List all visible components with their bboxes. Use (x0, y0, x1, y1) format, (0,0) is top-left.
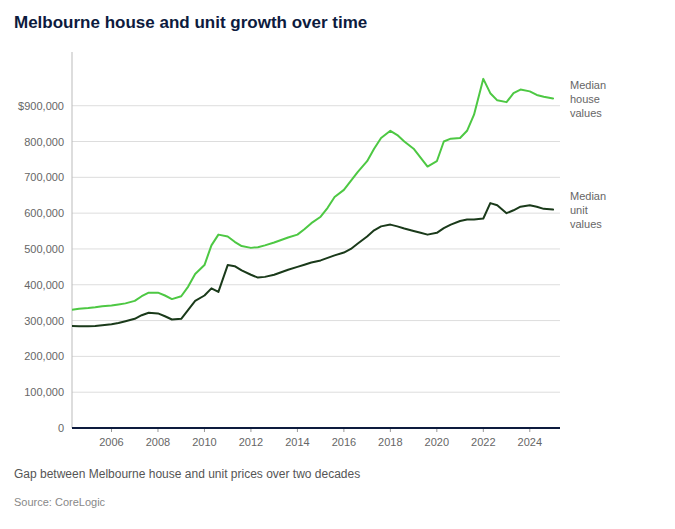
y-tick-label: 700,000 (24, 171, 64, 183)
grid-line (72, 392, 560, 393)
x-tick-label: 2012 (239, 436, 263, 448)
series-label-line: house (570, 93, 600, 105)
y-tick-label: 500,000 (24, 243, 64, 255)
grid-line (72, 428, 560, 429)
series-label-line: Median (570, 79, 606, 91)
series-label: Median house values (570, 79, 606, 119)
y-tick-label: 600,000 (24, 207, 64, 219)
grid-line (72, 248, 560, 249)
source: Source: CoreLogic (14, 496, 106, 508)
y-tick-label: 400,000 (24, 279, 64, 291)
x-axis-line (72, 427, 560, 429)
x-tick-label: 2018 (378, 436, 402, 448)
series-label-line: unit (570, 204, 588, 216)
x-tick-label: 2010 (192, 436, 216, 448)
series-label-line: values (570, 107, 602, 119)
y-axis-line (72, 52, 73, 428)
x-tick-label: 2006 (99, 436, 123, 448)
chart: Melbourne house and unit growth over tim… (0, 0, 675, 529)
series-line (72, 203, 553, 326)
grid-line (72, 105, 560, 106)
x-tick-label: 2016 (332, 436, 356, 448)
grid-line (72, 141, 560, 142)
series-label: Median unit values (570, 190, 606, 230)
grid-line (72, 284, 560, 285)
series-label-line: Median (570, 190, 606, 202)
plot-area (72, 79, 553, 326)
x-tick-label: 2020 (425, 436, 449, 448)
y-tick-label: 800,000 (24, 136, 64, 148)
y-tick-label: 200,000 (24, 350, 64, 362)
x-tick-label: 2022 (471, 436, 495, 448)
grid-line (72, 320, 560, 321)
grid-line (72, 356, 560, 357)
y-tick-label: 0 (58, 422, 64, 434)
y-tick-label: 100,000 (24, 386, 64, 398)
title: Melbourne house and unit growth over tim… (14, 13, 367, 32)
series-label-line: values (570, 218, 602, 230)
grid-line (72, 177, 560, 178)
series-line (72, 79, 553, 310)
y-tick-label: 300,000 (24, 315, 64, 327)
x-tick-label: 2024 (518, 436, 542, 448)
x-tick-label: 2008 (146, 436, 170, 448)
y-tick-label: $900,000 (18, 100, 64, 112)
x-tick-label: 2014 (285, 436, 309, 448)
subtitle: Gap between Melbourne house and unit pri… (14, 467, 360, 481)
